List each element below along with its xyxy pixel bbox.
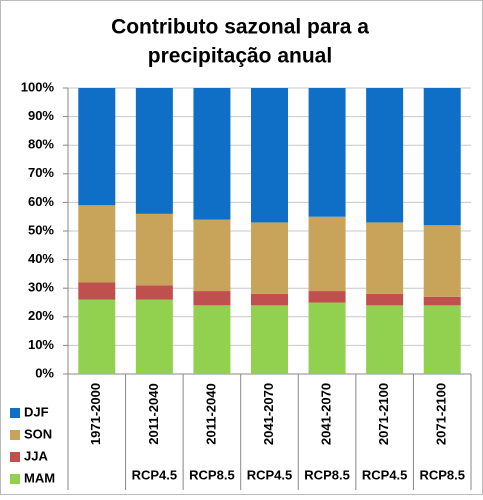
y-tick-label: 20% — [28, 308, 54, 323]
bar-segment — [135, 88, 173, 214]
y-tick-label: 60% — [28, 194, 54, 209]
y-tick-label: 0% — [35, 365, 54, 380]
bar-segment — [366, 88, 404, 223]
x-group-label: RCP4.5 — [132, 467, 178, 482]
x-tick-label: 2011-2040 — [203, 383, 218, 444]
x-group-label: RCP4.5 — [247, 467, 293, 482]
x-tick-label: 2071-2100 — [434, 383, 449, 445]
bar-segment — [251, 88, 288, 223]
x-group-label: RCP4.5 — [362, 467, 408, 482]
bar-segment — [308, 302, 346, 374]
bar-segment — [78, 88, 116, 206]
bar-segment — [193, 305, 231, 374]
bar-segment — [78, 299, 116, 374]
legend-swatch — [10, 430, 20, 440]
legend-label: JJA — [24, 448, 48, 463]
bar-segment — [251, 293, 288, 306]
bar-segment — [135, 213, 173, 286]
x-tick-label: 2071-2100 — [376, 383, 391, 445]
y-tick-label: 50% — [28, 222, 54, 237]
legend-label: SON — [24, 426, 52, 441]
x-group-label: RCP8.5 — [189, 467, 235, 482]
bar-segment — [366, 305, 404, 374]
bar-segment — [423, 225, 461, 297]
y-tick-label: 10% — [28, 337, 54, 352]
bar-segment — [135, 285, 173, 300]
bar-segment — [308, 291, 346, 303]
bar-segment — [78, 205, 116, 283]
legend-label: MAM — [24, 470, 55, 485]
bar-segment — [423, 305, 461, 374]
bar-segment — [423, 88, 461, 226]
chart-title: Contributo sazonal para a — [111, 16, 369, 39]
chart-title: precipitação anual — [148, 45, 332, 68]
x-tick-label: 2041-2070 — [261, 383, 276, 445]
x-group-label: RCP8.5 — [419, 467, 465, 482]
y-tick-label: 80% — [28, 137, 54, 152]
y-tick-label: 30% — [28, 280, 54, 295]
legend-swatch — [10, 408, 20, 418]
legend-swatch — [10, 452, 20, 462]
y-tick-label: 100% — [21, 79, 55, 94]
bar-segment — [366, 222, 404, 294]
bar-segment — [423, 296, 461, 306]
y-tick-label: 90% — [28, 108, 54, 123]
bar-segment — [308, 216, 346, 292]
legend-swatch — [10, 474, 20, 484]
bar-segment — [193, 291, 231, 306]
legend-label: DJF — [24, 404, 49, 419]
bar-segment — [308, 88, 346, 217]
x-tick-label: 2011-2040 — [146, 383, 161, 444]
bar-segment — [193, 219, 231, 292]
x-tick-label: 1971-2000 — [88, 383, 103, 445]
y-tick-label: 40% — [28, 251, 54, 266]
x-group-label: RCP8.5 — [304, 467, 350, 482]
bar-segment — [193, 88, 231, 220]
bar-segment — [251, 305, 288, 374]
bar-segment — [78, 282, 116, 300]
bar-segment — [366, 293, 404, 306]
bar-segment — [135, 299, 173, 374]
x-tick-label: 2041-2070 — [319, 383, 334, 445]
bar-segment — [251, 222, 288, 294]
y-tick-label: 70% — [28, 165, 54, 180]
